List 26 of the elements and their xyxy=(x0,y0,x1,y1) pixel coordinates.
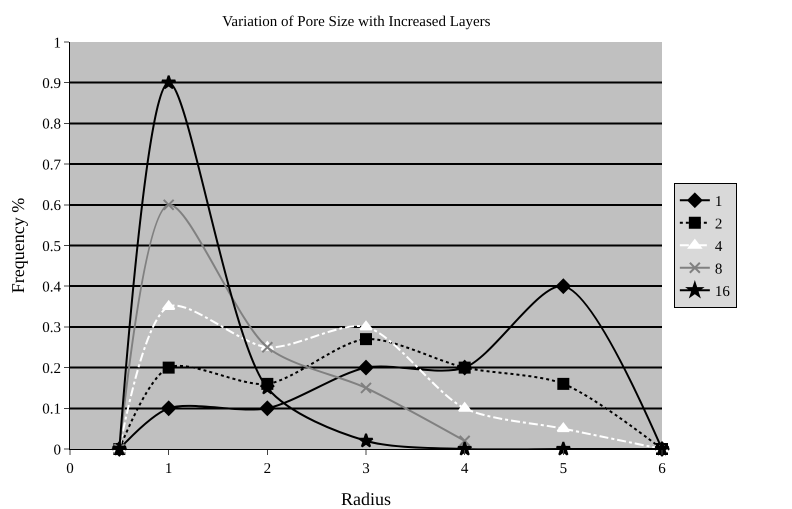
y-tick-label: 0.6 xyxy=(42,198,62,214)
y-tick-label: 0.7 xyxy=(42,157,62,174)
y-tick-label: 0.4 xyxy=(42,279,62,296)
x-tick-label: 3 xyxy=(362,461,370,477)
x-axis-title: Radius xyxy=(340,489,392,509)
x-tick-label: 1 xyxy=(164,461,172,477)
legend-label: 2 xyxy=(714,216,722,233)
x-tick-label: 2 xyxy=(264,461,272,477)
legend-label: 1 xyxy=(714,194,722,210)
y-tick-label: 0.3 xyxy=(42,320,61,336)
x-tick-label: 0 xyxy=(66,461,74,477)
legend-label: 8 xyxy=(714,262,722,278)
legend-label: 4 xyxy=(714,239,723,256)
y-tick-label: 1 xyxy=(54,35,61,52)
x-tick-label: 6 xyxy=(658,461,666,477)
legend-label: 16 xyxy=(714,284,730,300)
y-tick-label: 0.1 xyxy=(42,402,61,418)
y-axis-title: Frequency % xyxy=(8,198,28,294)
x-tick-label: 5 xyxy=(560,461,568,477)
x-tick-label: 4 xyxy=(460,461,469,477)
y-tick-label: 0 xyxy=(54,442,61,458)
y-tick-label: 0.2 xyxy=(42,360,61,377)
chart-title: Variation of Pore Size with Increased Layers xyxy=(222,14,491,30)
y-tick-label: 0.8 xyxy=(42,116,61,133)
y-tick-label: 0.9 xyxy=(42,76,61,92)
y-tick-label: 0.5 xyxy=(42,238,61,255)
